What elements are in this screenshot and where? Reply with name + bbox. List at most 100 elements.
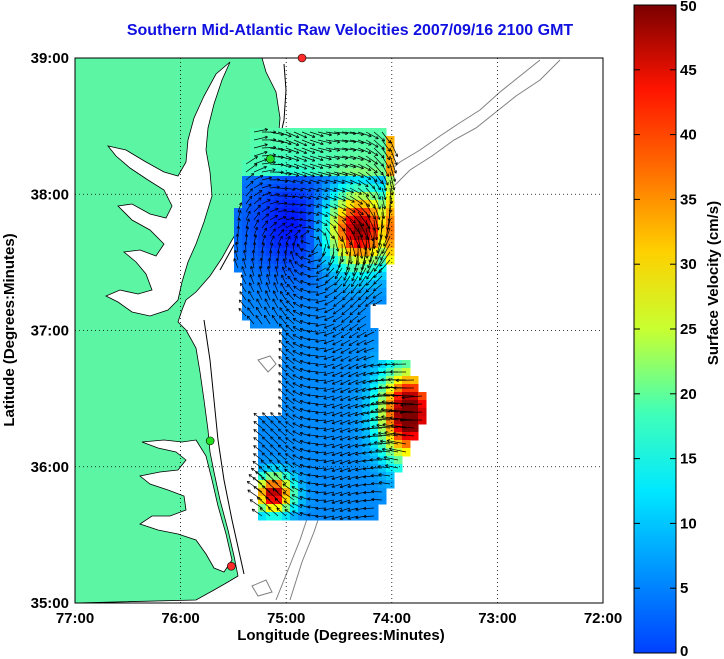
velocity-vector (333, 219, 346, 232)
velocity-vector (349, 323, 359, 331)
vector-arrowhead (316, 180, 320, 184)
velocity-vector (234, 250, 239, 261)
velocity-vector (261, 184, 272, 189)
vector-arrowhead (259, 257, 264, 262)
vector-arrowhead (378, 385, 382, 390)
vector-arrowhead (285, 437, 289, 441)
velocity-cell (378, 360, 387, 369)
vector-arrowhead (277, 412, 282, 416)
vector-arrowhead (292, 374, 296, 378)
vector-arrowhead (320, 141, 324, 146)
velocity-cell (266, 272, 275, 281)
velocity-vector (291, 478, 303, 485)
vector-arrowhead (360, 420, 365, 424)
velocity-vector (273, 290, 279, 301)
vector-arrowhead (247, 307, 251, 311)
velocity-vector (243, 250, 247, 261)
vector-arrowhead (328, 157, 332, 161)
velocity-vector (297, 243, 303, 253)
velocity-cell (346, 448, 355, 457)
velocity-cell (266, 240, 275, 249)
vector-arrowhead (299, 327, 303, 332)
vector-arrowhead (307, 211, 311, 215)
vector-arrowhead (307, 377, 311, 381)
velocity-vector (357, 307, 367, 315)
velocity-vector (339, 499, 351, 504)
velocity-cell (290, 416, 299, 425)
velocity-vector (315, 371, 327, 374)
velocity-cell (298, 288, 307, 297)
vector-arrowhead (290, 250, 294, 255)
velocity-vector (325, 187, 337, 192)
velocity-vector (323, 443, 335, 447)
velocity-vector (347, 483, 359, 488)
velocity-vector (285, 397, 295, 405)
vector-arrowhead (315, 418, 319, 423)
velocity-vector (309, 155, 324, 161)
vector-arrowhead (299, 487, 303, 492)
velocity-vectors (233, 128, 423, 521)
velocity-vector (246, 315, 255, 325)
vector-arrowhead (253, 412, 257, 417)
velocity-cell (346, 320, 355, 329)
vector-arrowhead (316, 196, 320, 200)
velocity-vector (357, 139, 372, 146)
vector-arrowhead (335, 248, 340, 252)
vector-arrowhead (389, 447, 393, 451)
velocity-cell (346, 304, 355, 313)
velocity-vector (349, 307, 359, 316)
velocity-vector (373, 131, 385, 142)
velocity-cell (322, 512, 331, 521)
vector-arrowhead (311, 249, 315, 254)
velocity-vector (245, 218, 250, 229)
velocity-cell (322, 392, 331, 401)
vector-arrowhead (253, 429, 257, 433)
vector-arrowhead (286, 292, 290, 296)
velocity-vector (286, 308, 295, 317)
velocity-vector (325, 267, 335, 277)
velocity-vector (253, 197, 262, 205)
velocity-vector (253, 136, 268, 141)
velocity-vector (370, 363, 383, 367)
velocity-vector (292, 366, 303, 373)
vector-arrowhead (292, 310, 297, 314)
vector-arrowhead (307, 401, 311, 405)
velocity-vector (366, 259, 375, 274)
velocity-vector (239, 299, 247, 309)
velocity-cell (306, 440, 315, 449)
velocity-cell (282, 512, 291, 521)
vector-arrowhead (355, 389, 359, 393)
velocity-vector (317, 235, 322, 247)
vector-arrowhead (264, 143, 268, 147)
velocity-vector (263, 470, 279, 485)
vector-arrowhead (378, 431, 382, 436)
velocity-cell (274, 280, 283, 289)
vector-arrowhead (299, 351, 303, 356)
vector-arrowhead (291, 486, 295, 490)
velocity-cell (290, 336, 299, 345)
velocity-cell (346, 344, 355, 353)
vector-arrowhead (264, 135, 268, 140)
velocity-vector (309, 131, 324, 137)
velocity-vector (332, 339, 343, 346)
vector-arrowhead (268, 250, 273, 254)
velocity-vector (373, 139, 385, 150)
velocity-cell (338, 480, 347, 489)
velocity-vector (373, 179, 381, 191)
velocity-cell (362, 464, 371, 473)
velocity-vector (341, 187, 354, 194)
vector-arrowhead (348, 334, 353, 339)
velocity-vector (285, 389, 295, 397)
velocity-cell (322, 352, 331, 361)
velocity-cell (306, 464, 315, 473)
velocity-cell (298, 344, 307, 353)
vector-arrowhead (291, 209, 295, 214)
vector-arrowhead (359, 277, 363, 281)
vector-arrowhead (259, 507, 264, 511)
vector-arrowhead (293, 293, 297, 298)
vector-arrowhead (349, 319, 353, 323)
vector-arrowhead (339, 469, 344, 473)
velocity-cell (378, 416, 387, 425)
vector-arrowhead (300, 279, 304, 284)
velocity-vector (331, 459, 343, 464)
